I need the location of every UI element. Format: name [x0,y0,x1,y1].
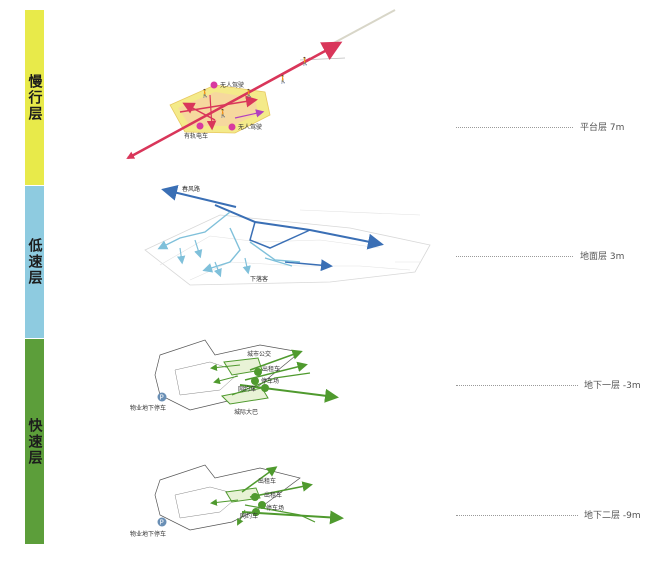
b2-taxi-label-1: 出租车 [258,477,276,485]
platform-level-diagram: 🚶 🚶 🚶 🚶 🚶 无人驾驶 无人驾驶 有轨电车 [126,9,396,160]
p-glyph: P [160,394,164,402]
b1-ride-hail-label: 网约车 [238,385,256,393]
pedestrian-icon: 🚶 [200,88,210,98]
pedestrian-icon: 🚶 [244,88,254,98]
band-low-speed-layer: 低速层 [25,186,44,338]
b1-shuttle-label: 城际大巴 [234,408,258,416]
band-slow-layer: 慢行层 [25,10,44,185]
band-slow-label: 慢行层 [26,73,43,122]
b2-taxi-label-2: 出租车 [264,491,282,499]
b2-parking-label: 停车场 [266,504,284,512]
level-leader-line [456,127,573,128]
basement2-diagram: P 出租车 出租车 停车场 网约车 物业地下停车 [130,464,344,538]
pedestrian-icon: 🚶 [218,108,228,118]
ground-dropoff-label: 下落客 [250,275,268,283]
uav-label-1: 无人驾驶 [220,81,244,89]
p-parking-icon [157,392,167,402]
b1-taxi-label: 出租车 [262,365,280,373]
band-fast-layer: 快速层 [25,339,44,544]
ground-top-road-label: 春风路 [182,185,200,193]
level-row-platform: 平台层 7m [456,120,656,134]
level-leader-line [456,515,578,516]
level-leader-line [456,256,573,257]
level-row-basement1: 地下一层 -3m [456,378,656,392]
taxi-icon [254,368,262,376]
uav-icon [228,123,236,131]
basement1-diagram: P 城市公交 出租车 停车场 网约车 城际大巴 物业地下停车 [130,339,339,416]
pedestrian-icon: 🚶 [300,56,310,66]
b1-bus-label: 城市公交 [247,350,271,358]
b1-property-parking-label: 物业地下停车 [130,404,166,412]
level-label-basement1: 地下一层 -3m [584,381,641,391]
uav-label-2: 无人驾驶 [238,123,262,131]
level-row-basement2: 地下二层 -9m [456,508,656,522]
parking-icon [258,501,266,509]
uav-icon [210,81,218,89]
band-low-label: 低速层 [26,238,43,286]
parking-icon [251,377,259,385]
b1-parking-label: 停车场 [261,377,279,385]
tram-icon [196,122,204,130]
pedestrian-icon: 🚶 [278,74,288,84]
level-row-ground: 地面层 3m [456,249,656,263]
b2-ride-hail-label: 网约车 [240,512,258,520]
level-label-basement2: 地下二层 -9m [584,511,641,521]
level-leader-line [456,385,578,386]
level-label-platform: 平台层 7m [580,123,625,133]
ride-hail-icon [261,384,269,392]
p-parking-icon [157,517,167,527]
level-label-ground: 地面层 3m [580,252,625,262]
ground-level-diagram: 春风路 下落客 [144,185,431,286]
b2-property-parking-label: 物业地下停车 [130,530,166,538]
band-fast-label: 快速层 [26,417,43,466]
tram-label: 有轨电车 [184,132,208,140]
ride-hail-icon [252,508,260,516]
p-glyph: P [160,519,164,527]
taxi-icon [251,493,259,501]
